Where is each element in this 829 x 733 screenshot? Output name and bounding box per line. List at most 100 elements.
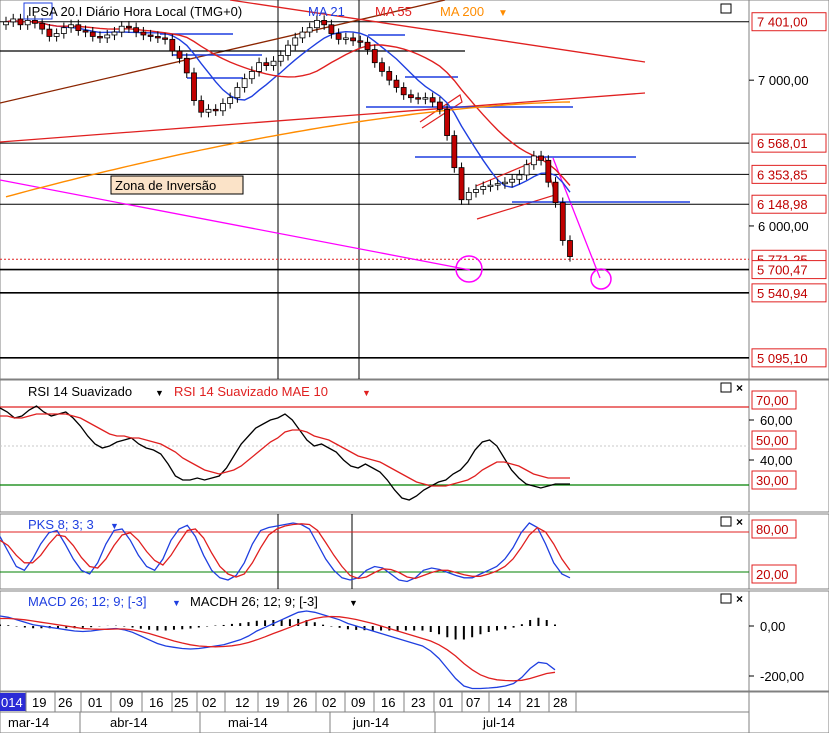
macdh-legend[interactable]: MACDH 26; 12; 9; [-3] bbox=[190, 594, 318, 609]
rsi-mae-legend[interactable]: RSI 14 Suavizado MAE 10 bbox=[174, 384, 328, 399]
day-label: 16 bbox=[381, 695, 395, 710]
candle-body bbox=[480, 186, 487, 190]
pks-tag-box bbox=[751, 564, 797, 584]
day-label: 26 bbox=[58, 695, 72, 710]
candle-body bbox=[198, 100, 205, 113]
price-tag-box bbox=[751, 194, 827, 214]
dropdown-arrow-icon[interactable]: ▼ bbox=[362, 388, 371, 398]
price-panel: Zona de Inversão IPSA 20.I Diário Hora L… bbox=[0, 0, 829, 380]
candle-body bbox=[248, 71, 255, 80]
rsi-panel: RSI 14 Suavizado ▼ RSI 14 Suavizado MAE … bbox=[0, 379, 829, 513]
candle-body bbox=[32, 20, 38, 24]
candle-body bbox=[357, 40, 364, 43]
dropdown-arrow-icon[interactable]: ▼ bbox=[110, 521, 119, 531]
rsi-axis-labels: 70,00 60,00 50,00 40,00 30,00 bbox=[749, 390, 797, 490]
rsi-tag: 30,00 bbox=[756, 473, 789, 488]
day-label: 26 bbox=[293, 695, 307, 710]
candle-body bbox=[429, 97, 436, 103]
candle-body bbox=[46, 28, 53, 37]
red-resistance-trendline bbox=[229, 0, 646, 63]
rsi-tag: 70,00 bbox=[756, 393, 789, 408]
macd-axis-labels: 0,00 -200,00 bbox=[749, 619, 804, 684]
dropdown-arrow-icon[interactable]: ▼ bbox=[172, 598, 181, 608]
pks-axis-labels: 80,00 20,00 bbox=[751, 519, 797, 584]
day-label: 09 bbox=[119, 695, 133, 710]
candle-body bbox=[270, 60, 277, 66]
ma200-legend[interactable]: MA 200 bbox=[440, 4, 484, 19]
day-label: 25 bbox=[174, 695, 188, 710]
candle-body bbox=[386, 71, 393, 81]
candle-body bbox=[53, 33, 60, 37]
axis-tick-label: 60,00 bbox=[760, 413, 793, 428]
price-tag: 5 540,94 bbox=[757, 286, 808, 301]
rsi-legend[interactable]: RSI 14 Suavizado bbox=[28, 384, 132, 399]
axis-tick-label: -200,00 bbox=[760, 669, 804, 684]
candle-body bbox=[10, 18, 17, 23]
price-legend: IPSA 20.I Diário Hora Local (TMG+0) MA 2… bbox=[23, 2, 732, 20]
candle-body bbox=[306, 27, 313, 33]
candle-body bbox=[523, 164, 530, 176]
candle-body bbox=[509, 178, 516, 183]
month-label: mar-14 bbox=[8, 715, 49, 730]
ma21-legend[interactable]: MA 21 bbox=[308, 4, 345, 19]
candle-body bbox=[342, 37, 349, 40]
rsi-tag-box bbox=[751, 430, 797, 450]
candle-body bbox=[451, 135, 458, 169]
candle-body bbox=[183, 57, 190, 74]
candle-body bbox=[422, 97, 429, 100]
candle-body bbox=[104, 34, 111, 39]
candle-body bbox=[126, 25, 132, 29]
pks-tag: 80,00 bbox=[756, 522, 789, 537]
rsi-tag-box bbox=[751, 470, 797, 490]
candle-body bbox=[111, 31, 118, 36]
candle-body bbox=[234, 87, 241, 99]
price-tag-box bbox=[751, 12, 827, 32]
month-label: abr-14 bbox=[110, 715, 148, 730]
candles bbox=[3, 13, 573, 262]
candle-body bbox=[408, 94, 414, 99]
macd-plot-area bbox=[0, 590, 750, 692]
window-restore-icon[interactable] bbox=[720, 516, 732, 527]
pks-tag: 20,00 bbox=[756, 567, 789, 582]
price-axis-area bbox=[748, 0, 829, 380]
candle-body bbox=[400, 87, 407, 96]
candle-body bbox=[473, 189, 479, 193]
pks-plot-area bbox=[0, 513, 750, 590]
candle-body bbox=[277, 54, 284, 62]
close-icon[interactable]: × bbox=[736, 592, 743, 606]
rsi-line bbox=[0, 405, 570, 501]
day-label: 01 bbox=[88, 695, 102, 710]
price-axis-labels: 7 401,006 568,016 353,856 148,985 771,25… bbox=[749, 12, 827, 368]
macd-legend[interactable]: MACD 26; 12; 9; [-3] bbox=[28, 594, 147, 609]
dropdown-arrow-icon[interactable]: ▼ bbox=[498, 8, 508, 19]
candle-body bbox=[436, 101, 443, 110]
dropdown-arrow-icon[interactable]: ▼ bbox=[349, 598, 358, 608]
pks-legend[interactable]: PKS 8; 3; 3 bbox=[28, 517, 94, 532]
window-restore-icon[interactable] bbox=[720, 382, 732, 393]
macd-axis-area bbox=[748, 590, 829, 692]
price-tag-box bbox=[751, 348, 827, 368]
selected-date-highlight bbox=[0, 693, 26, 711]
dropdown-arrow-icon[interactable]: ▼ bbox=[155, 388, 164, 398]
close-icon[interactable]: × bbox=[736, 381, 743, 395]
close-icon[interactable]: × bbox=[736, 515, 743, 529]
candle-body bbox=[487, 184, 494, 188]
candle-body bbox=[321, 20, 328, 26]
pks-d-line bbox=[0, 523, 571, 580]
ma200-line bbox=[5, 101, 571, 198]
candle-body bbox=[393, 79, 400, 88]
instrument-label[interactable]: IPSA 20.I Diário Hora Local (TMG+0) bbox=[28, 4, 242, 19]
candle-body bbox=[350, 37, 356, 42]
ma55-legend[interactable]: MA 55 bbox=[375, 4, 412, 19]
magenta-projection-line bbox=[552, 157, 601, 279]
candle-body bbox=[60, 27, 67, 34]
day-label: 16 bbox=[149, 695, 163, 710]
magenta-projection-line bbox=[0, 179, 471, 271]
candle-body bbox=[364, 41, 371, 50]
candle-body bbox=[39, 22, 46, 30]
candle-body bbox=[530, 155, 537, 166]
window-restore-icon[interactable] bbox=[720, 3, 732, 14]
day-label: 12 bbox=[235, 695, 249, 710]
window-restore-icon[interactable] bbox=[720, 593, 732, 604]
candle-body bbox=[133, 27, 140, 33]
